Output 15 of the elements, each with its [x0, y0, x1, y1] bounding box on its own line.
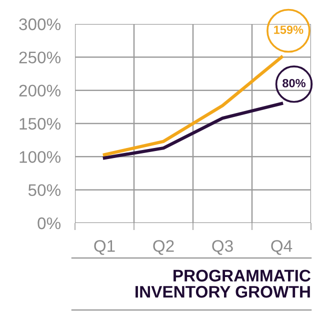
y-tick-label: 100%: [20, 151, 61, 163]
text: PROGRAMMATIC INVENTORY GROWTH: [136, 270, 311, 298]
line-series: [102, 56, 284, 156]
y-tick-label: 300%: [19, 18, 61, 30]
y-tick-label: 50%: [28, 184, 61, 196]
annotation: 159%: [274, 26, 304, 34]
y-tick-label: 0%: [38, 217, 61, 230]
x-tick-label: Q3: [212, 240, 233, 255]
x-tick-label: Q2: [153, 240, 174, 255]
y-tick-label: 250%: [19, 52, 61, 64]
x-tick-label: Q1: [94, 240, 115, 255]
x-tick-label: Q4: [271, 240, 292, 255]
annotation: 80%: [282, 78, 306, 88]
y-tick-label: 150%: [20, 118, 61, 130]
y-tick-label: 200%: [19, 84, 61, 97]
